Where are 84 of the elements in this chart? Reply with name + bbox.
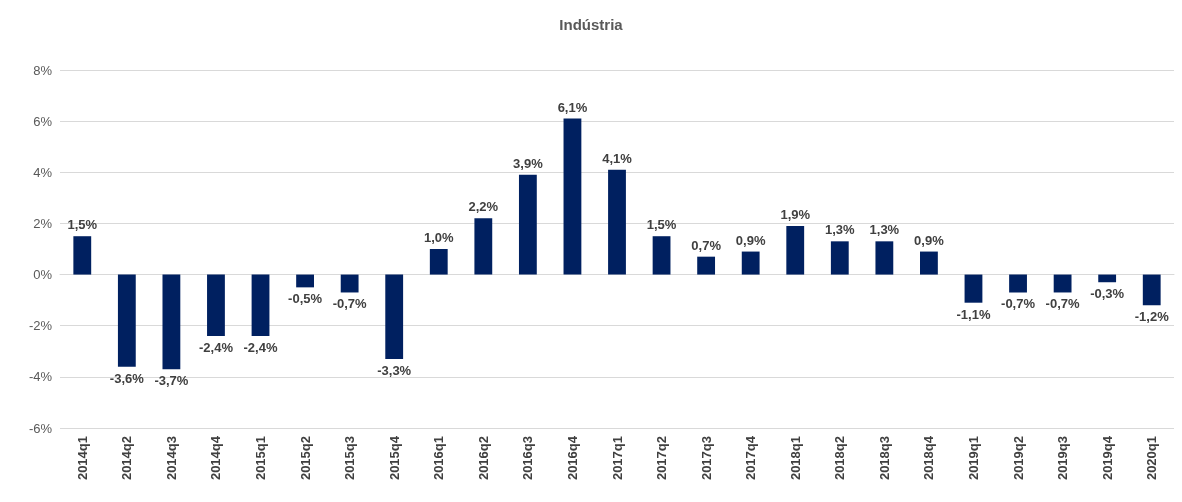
x-tick-label: 2017q3	[698, 436, 714, 481]
bar	[385, 274, 404, 359]
x-tick-label: 2015q1	[253, 436, 269, 481]
data-label: 1,5%	[646, 217, 677, 233]
bar	[1053, 274, 1072, 293]
bar	[518, 174, 537, 275]
x-tick-label: 2018q4	[921, 435, 937, 481]
x-tick-label: 2019q3	[1055, 436, 1071, 481]
data-label: -1,2%	[1134, 309, 1170, 325]
x-tick-label: 2016q2	[475, 436, 491, 481]
bar	[340, 274, 359, 293]
x-tick-label: 2014q1	[74, 436, 90, 481]
bar	[920, 251, 938, 275]
data-label: -0,3%	[1090, 286, 1125, 302]
bar	[830, 241, 849, 275]
x-tick-label: 2016q4	[564, 435, 580, 481]
y-tick-label: 4%	[33, 164, 53, 180]
x-tick-label: 2015q3	[342, 436, 358, 481]
x-tick-label: 2017q2	[654, 436, 670, 481]
data-label: -0,5%	[288, 291, 323, 307]
x-tick-label: 2014q2	[119, 436, 135, 481]
data-label: -3,6%	[109, 370, 145, 386]
bar	[1142, 274, 1161, 306]
x-tick-label: 2018q3	[876, 436, 892, 481]
y-tick-label: 2%	[33, 215, 53, 231]
x-tick-label: 2015q2	[297, 436, 313, 481]
data-label: 2,2%	[468, 199, 499, 215]
bar	[73, 236, 92, 275]
data-label: 0,9%	[735, 232, 766, 248]
data-label: -2,4%	[198, 339, 234, 355]
bar	[652, 236, 671, 275]
y-tick-label: -4%	[28, 369, 53, 385]
y-tick-label: -2%	[28, 318, 53, 334]
bar	[786, 225, 805, 275]
data-label: 6,1%	[557, 99, 588, 115]
bar	[1098, 274, 1117, 283]
data-label: -0,7%	[1001, 296, 1036, 312]
x-tick-label: 2014q4	[208, 435, 224, 481]
bar	[563, 118, 582, 275]
bar	[474, 218, 493, 275]
y-tick-label: 8%	[33, 62, 53, 78]
data-label: 1,3%	[869, 222, 900, 238]
data-label: -3,3%	[377, 362, 412, 378]
bar	[608, 169, 626, 275]
bar	[875, 241, 894, 275]
data-label: -2,4%	[243, 339, 278, 355]
x-tick-label: 2015q4	[386, 435, 402, 481]
x-tick-label: 2016q3	[520, 436, 536, 481]
bar	[1009, 274, 1027, 293]
bar	[117, 274, 136, 367]
x-tick-label: 2019q4	[1099, 435, 1115, 481]
x-tick-label: 2017q1	[609, 436, 625, 481]
data-label: 1,5%	[67, 217, 98, 233]
data-label: -0,7%	[1045, 296, 1081, 312]
data-label: 1,3%	[824, 222, 856, 238]
data-label: 0,9%	[914, 232, 945, 248]
bar	[741, 251, 760, 275]
x-tick-label: 2014q3	[163, 436, 179, 481]
bar	[207, 274, 225, 336]
bar	[697, 256, 716, 275]
x-tick-label: 2019q1	[965, 436, 981, 481]
x-tick-label: 2018q1	[787, 436, 803, 481]
y-tick-label: 0%	[33, 267, 53, 283]
data-label: -3,7%	[154, 373, 189, 389]
data-label: 3,9%	[513, 155, 544, 171]
bar	[964, 274, 983, 303]
bar	[251, 274, 270, 336]
data-label: -1,1%	[956, 306, 991, 322]
data-label: 0,7%	[691, 237, 722, 253]
data-label: 4,1%	[602, 150, 633, 166]
chart-title: Indústria	[559, 16, 624, 33]
x-tick-label: 2016q1	[431, 436, 447, 481]
data-label: -0,7%	[332, 296, 368, 312]
bar	[162, 274, 181, 370]
y-tick-label: 6%	[33, 113, 53, 129]
bar	[429, 249, 448, 275]
x-tick-label: 2020q1	[1144, 436, 1160, 481]
bar	[296, 274, 314, 288]
x-tick-label: 2017q4	[743, 435, 759, 481]
data-label: 1,0%	[423, 230, 455, 245]
x-tick-label: 2019q2	[1010, 436, 1026, 481]
y-tick-label: -6%	[28, 420, 53, 436]
x-tick-label: 2018q2	[832, 436, 848, 481]
data-label: 1,9%	[780, 206, 811, 222]
